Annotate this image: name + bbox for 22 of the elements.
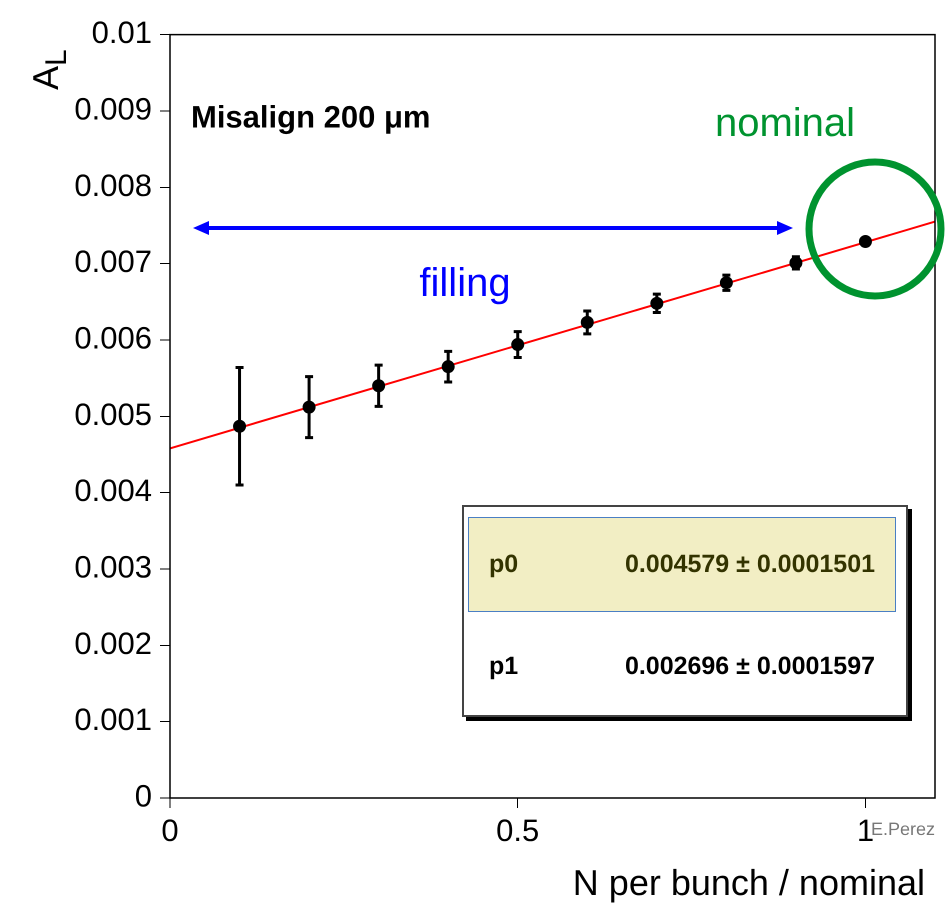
annotation: filling [419, 261, 511, 306]
y-tick-label: 0.01 [92, 15, 152, 50]
y-tick-label: 0 [134, 778, 152, 814]
annotation: 0.002696 ± 0.0001597 [624, 652, 875, 681]
y-tick-label: 0.007 [74, 244, 152, 280]
annotation: 0.004579 ± 0.0001501 [624, 550, 875, 579]
y-tick-label: 0.001 [74, 702, 152, 738]
point [858, 234, 872, 248]
annotation: p1 [489, 652, 518, 681]
y-tick-label: 0.004 [74, 473, 152, 508]
y-tick-label: 0.002 [74, 626, 152, 661]
annotation: Misalign 200 μm [191, 100, 430, 135]
y-tick-label: 0.003 [74, 550, 152, 585]
y-tick-label: 0.009 [74, 91, 152, 126]
y-tick-label: 0.005 [74, 396, 152, 432]
y-tick-label: 0.006 [74, 320, 152, 356]
annotation: p0 [489, 550, 518, 579]
y-tick-label: 0.008 [74, 168, 152, 203]
x-tick-label: 0.5 [496, 813, 540, 848]
x-axis-title: N per bunch / nominal [572, 862, 925, 903]
annotation: nominal [714, 101, 856, 146]
x-tick-label: 0 [161, 813, 179, 848]
